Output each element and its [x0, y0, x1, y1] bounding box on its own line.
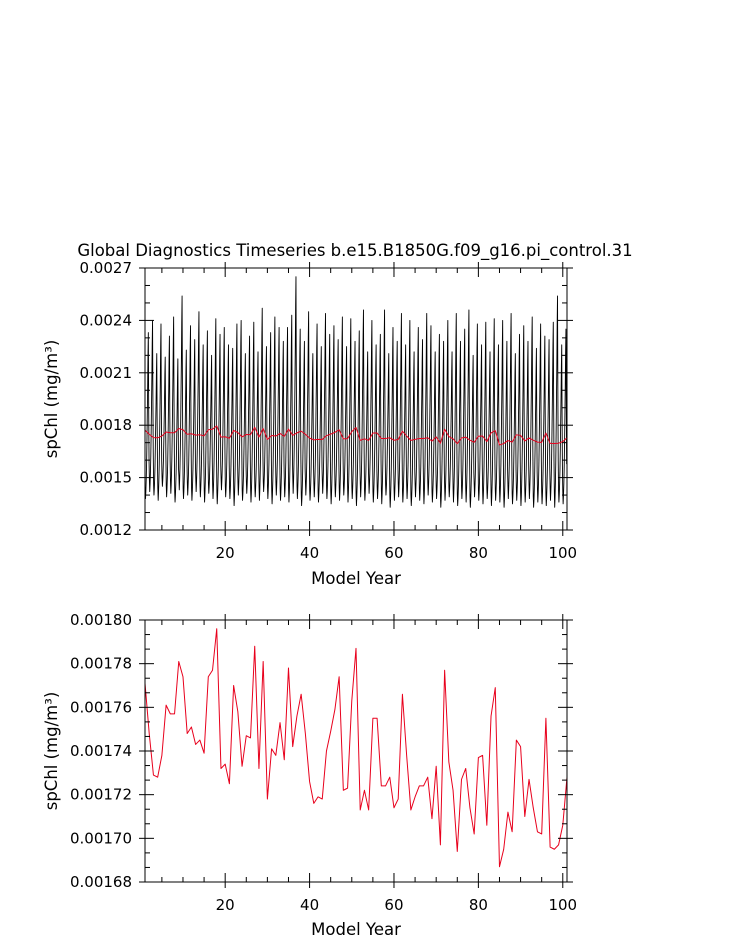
y-tick-label: 0.0027 [80, 259, 133, 277]
x-axis-label: Model Year [311, 569, 401, 588]
x-tick-label: 80 [469, 544, 488, 562]
y-tick-label: 0.0018 [80, 416, 133, 434]
y-tick-label: 0.00174 [70, 742, 132, 760]
y-tick-label: 0.0024 [80, 311, 133, 329]
chart-title: Global Diagnostics Timeseries b.e15.B185… [77, 241, 632, 261]
x-tick-label: 20 [216, 896, 235, 914]
y-axis-label: spChl (mg/m³) [42, 340, 61, 459]
bottom-panel: 20 40 60 80 100 0.00168 0.00170 0.00172 0.00174 0… [42, 611, 577, 939]
y-tick-label: 0.00176 [70, 698, 132, 716]
top-panel: 20 40 60 80 100 0.0012 0.0015 0.0018 0.0021 0.002… [42, 259, 577, 588]
x-tick-label: 100 [548, 896, 577, 914]
x-tick-label: 60 [384, 544, 403, 562]
y-axis-label: spChl (mg/m³) [42, 692, 61, 811]
plot-frame [144, 267, 568, 531]
x-tick-label: 100 [548, 544, 577, 562]
x-tick-label: 40 [300, 896, 319, 914]
x-tick-label: 40 [300, 544, 319, 562]
annual-mean-series-line-2 [144, 628, 568, 868]
monthly-series-line-1 [144, 276, 568, 508]
y-tick-label: 0.00180 [70, 611, 132, 629]
y-tick-label: 0.00172 [70, 786, 132, 804]
y-tick-label: 0.00178 [70, 655, 132, 673]
y-tick-label: 0.0015 [80, 469, 133, 487]
annual-mean-series-line-1 [144, 425, 568, 446]
y-tick-label: 0.00168 [70, 873, 132, 891]
y-tick-label: 0.0021 [80, 364, 133, 382]
x-tick-label: 20 [216, 544, 235, 562]
x-tick-label: 80 [469, 896, 488, 914]
x-tick-label: 60 [384, 896, 403, 914]
y-tick-label: 0.00170 [70, 829, 132, 847]
y-tick-label: 0.0012 [80, 521, 133, 539]
x-axis-label: Model Year [311, 920, 401, 939]
